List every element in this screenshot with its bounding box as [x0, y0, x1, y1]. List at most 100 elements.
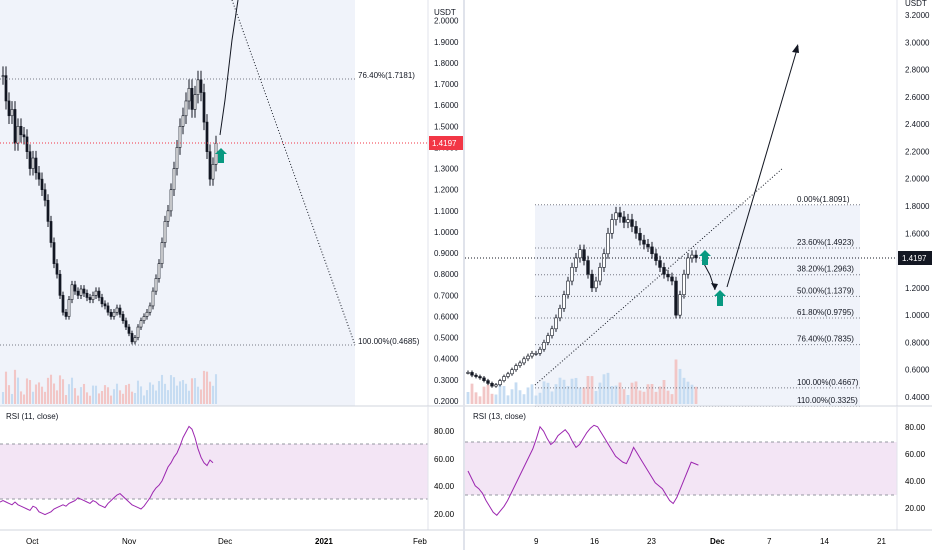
right-candle[interactable] — [482, 377, 486, 381]
left-chart[interactable]: 76.40%(1.7181) 100.00%(0.4685) USDT 2.00… — [0, 0, 463, 550]
left-candle[interactable] — [97, 290, 101, 298]
right-candle[interactable] — [622, 216, 626, 223]
right-candle[interactable] — [590, 273, 594, 289]
left-candle[interactable] — [16, 126, 20, 144]
left-candle[interactable] — [67, 299, 71, 317]
right-candle[interactable] — [530, 353, 534, 357]
right-candle[interactable] — [614, 212, 618, 220]
right-candle[interactable] — [478, 376, 482, 379]
left-candle[interactable] — [55, 263, 59, 275]
left-candle[interactable] — [91, 295, 95, 300]
right-candle[interactable] — [690, 254, 694, 259]
right-candle[interactable] — [666, 273, 670, 278]
right-candle[interactable] — [466, 372, 470, 374]
left-candle[interactable] — [163, 221, 167, 243]
left-candle[interactable] — [34, 157, 38, 174]
right-chart[interactable]: 0.00%(1.8091) 23.60%(1.4923) 38.20%(1.2963… — [465, 0, 932, 550]
left-candle[interactable] — [118, 307, 122, 315]
left-candle[interactable] — [142, 316, 146, 322]
right-candle[interactable] — [626, 219, 630, 223]
right-candle[interactable] — [642, 239, 646, 245]
left-candle[interactable] — [208, 151, 212, 180]
left-candle[interactable] — [40, 178, 44, 191]
right-candle[interactable] — [686, 257, 690, 275]
left-candle[interactable] — [52, 242, 56, 264]
left-candle[interactable] — [43, 189, 47, 201]
left-candle[interactable] — [127, 326, 131, 334]
left-candle[interactable] — [169, 189, 173, 212]
right-candle[interactable] — [586, 260, 590, 275]
right-candle[interactable] — [526, 355, 530, 360]
left-candle[interactable] — [184, 100, 188, 117]
left-candle[interactable] — [64, 311, 68, 317]
right-candle[interactable] — [502, 376, 506, 381]
right-candle[interactable] — [662, 267, 666, 275]
right-candle[interactable] — [550, 328, 554, 336]
right-candle[interactable] — [618, 212, 622, 218]
left-candle[interactable] — [85, 292, 89, 298]
right-candle[interactable] — [522, 358, 526, 364]
right-candle[interactable] — [494, 384, 498, 387]
right-candle[interactable] — [670, 276, 674, 282]
left-trend-dotted-line[interactable] — [231, 0, 356, 346]
left-candle[interactable] — [178, 126, 182, 148]
left-candle[interactable] — [190, 87, 194, 110]
left-candle[interactable] — [19, 126, 23, 136]
right-candle[interactable] — [546, 335, 550, 343]
left-candle[interactable] — [49, 221, 53, 243]
right-trendline[interactable] — [534, 167, 784, 386]
left-candle[interactable] — [187, 87, 191, 102]
right-candle[interactable] — [562, 294, 566, 309]
left-rsi-line[interactable] — [0, 425, 214, 516]
right-candle[interactable] — [594, 280, 598, 289]
left-candle[interactable] — [211, 164, 215, 180]
left-candle[interactable] — [7, 100, 11, 117]
left-candle[interactable] — [202, 92, 206, 123]
left-candle[interactable] — [124, 320, 128, 328]
left-candle[interactable] — [181, 115, 185, 127]
left-candle[interactable] — [37, 172, 41, 180]
right-candle[interactable] — [566, 280, 570, 295]
left-candle[interactable] — [196, 79, 200, 95]
left-candle[interactable] — [175, 147, 179, 169]
right-candle[interactable] — [470, 372, 474, 376]
right-candle[interactable] — [506, 373, 510, 377]
left-candle[interactable] — [4, 75, 8, 102]
left-candle[interactable] — [13, 109, 17, 144]
right-candle[interactable] — [570, 267, 574, 282]
right-candle[interactable] — [534, 353, 538, 355]
left-candle[interactable] — [205, 121, 209, 152]
left-candle[interactable] — [25, 136, 29, 152]
right-candle[interactable] — [634, 226, 638, 234]
right-candle[interactable] — [498, 380, 502, 386]
left-candle[interactable] — [115, 307, 119, 313]
left-candle[interactable] — [58, 273, 62, 296]
left-candle[interactable] — [31, 157, 35, 169]
left-candle[interactable] — [88, 297, 92, 300]
right-candle[interactable] — [598, 267, 602, 282]
left-candle[interactable] — [46, 199, 50, 222]
right-candle[interactable] — [682, 273, 686, 295]
left-candle[interactable] — [160, 242, 164, 264]
left-candle[interactable] — [94, 290, 98, 296]
panel-divider[interactable] — [463, 0, 465, 550]
right-candle[interactable] — [606, 232, 610, 255]
left-candle[interactable] — [130, 333, 134, 343]
left-candle[interactable] — [166, 210, 170, 222]
left-candle[interactable] — [151, 290, 155, 307]
left-candle[interactable] — [73, 284, 77, 292]
left-candle[interactable] — [76, 290, 80, 296]
left-candle[interactable] — [139, 320, 143, 328]
right-candle[interactable] — [542, 342, 546, 350]
right-candle[interactable] — [678, 294, 682, 316]
left-candle[interactable] — [193, 94, 197, 110]
right-candle[interactable] — [554, 317, 558, 330]
right-candle[interactable] — [558, 308, 562, 319]
right-candle[interactable] — [650, 246, 654, 255]
right-candle[interactable] — [602, 253, 606, 268]
left-candle[interactable] — [106, 305, 110, 313]
right-rsi-line[interactable] — [467, 424, 699, 516]
left-candle[interactable] — [157, 263, 161, 279]
right-candle[interactable] — [574, 257, 578, 268]
left-candle[interactable] — [10, 109, 14, 117]
